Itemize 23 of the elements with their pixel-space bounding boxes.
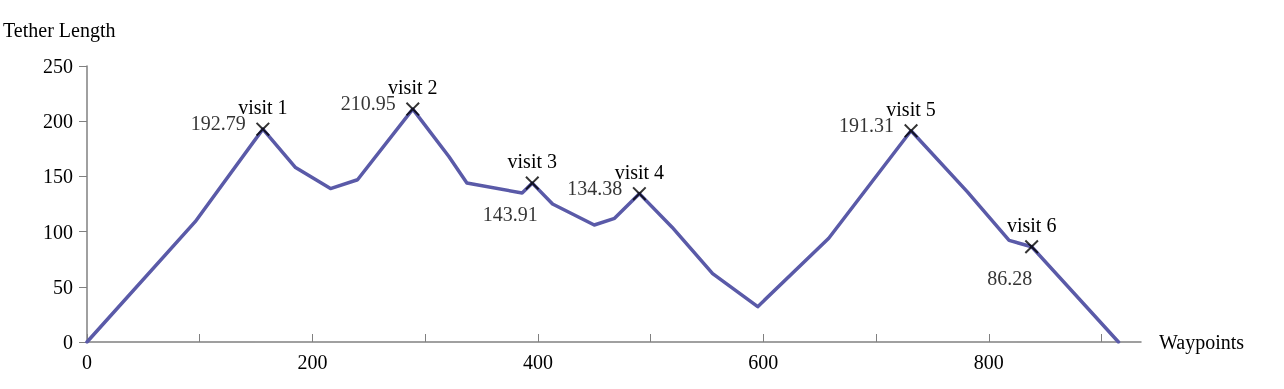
y-tick-label: 200 <box>43 110 73 133</box>
point <box>632 186 647 201</box>
y-tick-label: 100 <box>43 220 73 243</box>
x-tick-label: 200 <box>297 351 328 373</box>
x-tick-label: 600 <box>748 351 779 373</box>
x-axis-title: Waypoints <box>1159 331 1245 354</box>
y-tick-label: 50 <box>53 275 73 298</box>
point <box>1024 239 1039 254</box>
x-tick-label: 0 <box>82 351 92 373</box>
y-tick-label: 150 <box>43 165 73 188</box>
y-tick-label: 0 <box>63 331 73 353</box>
x-tick-label: 800 <box>973 351 1004 373</box>
data-label: 86.28 <box>987 266 1033 289</box>
data-label: 143.91 <box>482 203 538 226</box>
y-axis-title: Tether Length <box>3 19 116 42</box>
annotation: visit 3 <box>507 150 557 173</box>
y-tick-label: 250 <box>43 55 73 77</box>
point <box>405 102 420 117</box>
point <box>904 123 919 138</box>
point <box>255 122 270 137</box>
x-tick-label: 400 <box>522 351 553 373</box>
annotation: visit 6 <box>1006 213 1057 236</box>
point <box>525 176 540 191</box>
